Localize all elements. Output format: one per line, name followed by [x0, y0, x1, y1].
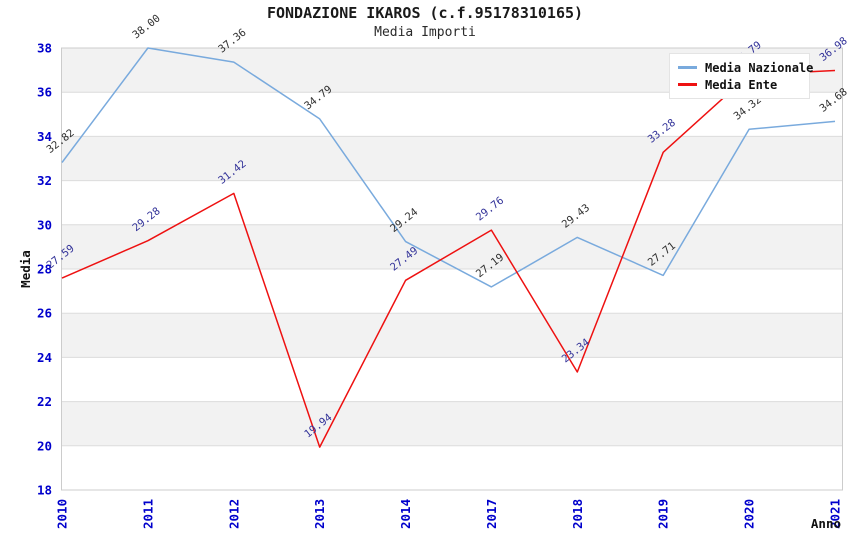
- y-tick-label: 24: [37, 350, 52, 365]
- legend-item-media-ente: Media Ente: [678, 78, 801, 92]
- y-tick-label: 20: [37, 438, 52, 453]
- grid-band: [61, 136, 843, 181]
- y-tick-label: 22: [37, 394, 52, 409]
- y-tick-label: 38: [37, 41, 52, 56]
- legend-label-ente: Media Ente: [705, 77, 778, 92]
- grid-band: [61, 224, 843, 269]
- chart-title: FONDAZIONE IKAROS (c.f.95178310165): [266, 4, 584, 22]
- series-line-media-nazionale: [61, 47, 836, 288]
- y-tick-label: 34: [37, 129, 52, 144]
- y-tick-label: 32: [37, 173, 52, 188]
- y-axis-title: Media: [18, 250, 33, 288]
- x-tick-label: 2013: [312, 499, 327, 529]
- data-label: 38.00: [130, 12, 162, 41]
- series-line-media-ente: [61, 69, 836, 448]
- x-tick-label: 2010: [55, 499, 70, 529]
- x-tick-label: 2020: [742, 499, 757, 529]
- x-tick-label: 2021: [828, 499, 843, 529]
- y-tick-label: 36: [37, 85, 52, 100]
- x-tick-label: 2019: [656, 499, 671, 529]
- x-axis-title: Anno: [811, 516, 841, 531]
- x-tick-label: 2012: [226, 499, 241, 529]
- grid-band: [61, 313, 843, 358]
- chart-subtitle: Media Importi: [374, 25, 476, 40]
- grid-band: [61, 401, 843, 446]
- legend-label-nazionale: Media Nazionale: [705, 60, 814, 75]
- x-tick-label: 2014: [398, 499, 413, 529]
- y-tick-label: 18: [37, 483, 52, 498]
- x-tick-label: 2011: [140, 499, 155, 529]
- legend-swatch-ente-icon: [678, 83, 697, 86]
- y-tick-label: 28: [37, 262, 52, 277]
- data-label: 29.76: [474, 195, 506, 224]
- y-tick-label: 26: [37, 306, 52, 321]
- x-tick-label: 2017: [484, 499, 499, 529]
- legend-swatch-nazionale-icon: [678, 66, 697, 69]
- legend: Media Nazionale Media Ente: [669, 53, 813, 99]
- plot-border: [61, 47, 843, 491]
- legend-item-media-nazionale: Media Nazionale: [678, 61, 813, 75]
- y-tick-label: 30: [37, 217, 52, 232]
- x-tick-label: 2018: [570, 499, 585, 529]
